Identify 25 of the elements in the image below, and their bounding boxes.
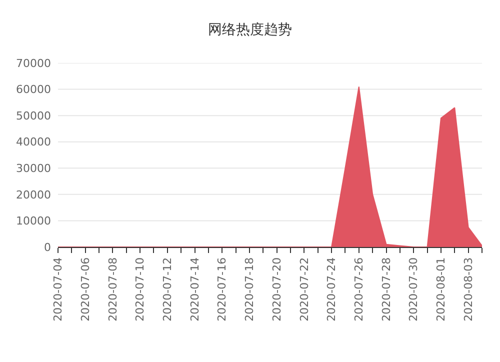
y-tick-label: 70000 — [16, 56, 51, 70]
x-tick-label: 2020-07-24 — [325, 257, 338, 322]
x-tick-label: 2020-08-03 — [462, 257, 475, 322]
x-tick-label: 2020-07-28 — [380, 257, 393, 322]
y-tick-label: 0 — [44, 240, 51, 254]
x-tick-label: 2020-07-16 — [216, 257, 229, 322]
y-tick-label: 40000 — [16, 136, 51, 149]
y-tick-label: 60000 — [16, 83, 51, 96]
y-tick-label: 20000 — [16, 188, 51, 202]
y-tick-label: 50000 — [16, 109, 51, 122]
x-tick-label: 2020-07-18 — [243, 257, 256, 322]
chart-title: 网络热度趋势 — [208, 22, 292, 38]
x-tick-label: 2020-07-22 — [298, 257, 311, 322]
x-tick-label: 2020-08-01 — [434, 257, 448, 322]
x-tick-label: 2020-07-06 — [78, 257, 92, 322]
x-tick-label: 2020-07-10 — [134, 257, 147, 322]
x-tick-label: 2020-07-12 — [160, 257, 174, 322]
x-tick-label: 2020-07-14 — [188, 257, 202, 322]
y-tick-label: 10000 — [16, 214, 51, 228]
x-tick-label: 2020-07-08 — [106, 257, 120, 322]
x-tick-label: 2020-07-04 — [52, 257, 65, 322]
x-tick-label: 2020-07-26 — [352, 257, 366, 322]
x-tick-label: 2020-07-20 — [270, 257, 284, 322]
y-tick-label: 30000 — [16, 162, 51, 175]
x-tick-label: 2020-07-30 — [407, 257, 420, 322]
